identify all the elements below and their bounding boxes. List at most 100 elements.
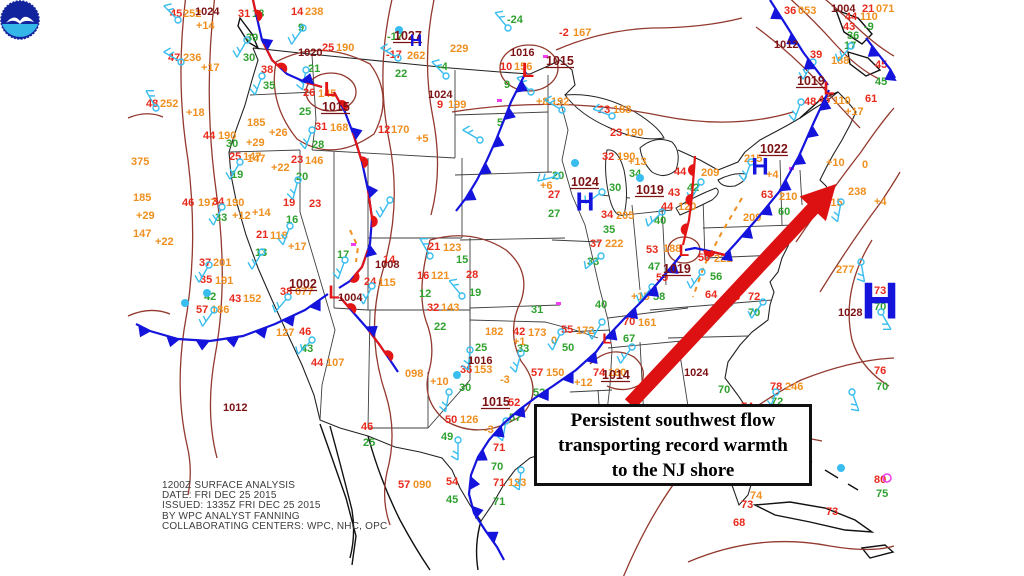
cold-front-glyph xyxy=(605,328,618,341)
cold-front-glyph xyxy=(469,476,481,491)
high-pressure-symbol: H xyxy=(410,31,422,50)
station-value: 73 xyxy=(826,506,838,518)
wind-barb-tick xyxy=(247,262,253,270)
cold-front-glyph xyxy=(867,45,880,57)
cold-front-glyph xyxy=(803,57,816,70)
tropical-mark xyxy=(882,473,892,483)
station-value: 185 xyxy=(133,192,151,204)
station-circle xyxy=(847,42,855,50)
station-value: 277 xyxy=(836,264,854,276)
station-value: 21 xyxy=(862,3,874,15)
station-value: 199 xyxy=(448,99,466,111)
wind-barb-tick xyxy=(332,272,339,280)
pressure-label: 1015 xyxy=(322,100,350,114)
station-value: 45 xyxy=(446,494,458,506)
wind-barb-tick xyxy=(198,318,204,327)
station-value: +17 xyxy=(288,241,307,253)
station-value: 25 xyxy=(229,151,241,163)
pressure-label: 1028 xyxy=(838,307,862,319)
wind-barb-tick xyxy=(202,315,207,322)
station-value: 252 xyxy=(183,8,201,20)
cold-front-glyph xyxy=(562,371,574,384)
wind-barb-tick xyxy=(295,346,299,355)
station-value: 246 xyxy=(785,381,803,393)
cold-front-glyph xyxy=(786,32,799,45)
wind-barb-tick xyxy=(514,479,521,485)
station-value: 172 xyxy=(576,325,594,337)
station-value: 46 xyxy=(299,326,311,338)
wind-barb-tick xyxy=(645,218,649,227)
station-dot xyxy=(203,289,211,297)
station-value: 107 xyxy=(326,357,344,369)
station-value: 071 xyxy=(876,3,894,15)
wind-barb-tick xyxy=(587,332,593,340)
wind-barb-tick xyxy=(509,366,517,373)
wind-barb-tick xyxy=(592,103,600,110)
wind-barb-tick xyxy=(549,99,556,104)
cold-front-glyph xyxy=(779,179,792,192)
station-value: 57 xyxy=(398,479,410,491)
station-circle xyxy=(174,16,182,24)
station-value: 12 xyxy=(378,124,390,136)
wind-barb xyxy=(515,355,521,373)
pressure-label: 1019 xyxy=(663,262,691,276)
station-value: +6 xyxy=(540,180,553,192)
wind-barb-tick xyxy=(616,355,622,364)
pressure-label: 1002 xyxy=(289,277,317,291)
wind-barb xyxy=(297,341,311,355)
station-value: 44 xyxy=(661,201,674,213)
station-circle xyxy=(458,292,466,300)
station-value: 44 xyxy=(674,166,687,178)
pressure-label: 1004 xyxy=(831,3,856,15)
station-value: 0 xyxy=(551,335,557,347)
wind-barb-tick xyxy=(798,72,804,80)
station-circle xyxy=(442,72,450,80)
wind-barb xyxy=(236,42,247,58)
cold-front-glyph xyxy=(537,388,549,401)
wind-barb xyxy=(462,129,478,140)
cold-front-glyph xyxy=(350,127,363,141)
station-circle xyxy=(308,336,316,344)
wind-barb-tick xyxy=(452,450,459,455)
station-value: 252 xyxy=(160,98,178,110)
station-value: 10 xyxy=(500,61,512,73)
wind-barb-tick xyxy=(588,258,591,266)
cold-front-glyph xyxy=(309,299,321,312)
station-value: 40 xyxy=(654,215,666,227)
station-circle xyxy=(608,112,616,120)
wind-barb-tick xyxy=(299,343,303,351)
trough-line xyxy=(692,197,743,298)
station-value: 52 xyxy=(508,397,520,409)
stationary-front-red xyxy=(684,246,726,257)
station-value: +13 xyxy=(628,156,647,168)
station-value: 118 xyxy=(270,230,288,242)
analysis-title: 1200Z SURFACE ANALYSIS xyxy=(162,480,296,491)
station-value: 31 xyxy=(531,304,543,316)
warm-front-glyph xyxy=(338,100,348,112)
station-value: 127 xyxy=(276,327,294,339)
pressure-label: 1015 xyxy=(546,54,574,68)
annotation-line-1: Persistent southwest flow xyxy=(570,409,776,431)
station-value: 17 xyxy=(844,40,856,52)
pressure-label: 1014 xyxy=(602,368,630,382)
cold-front-glyph xyxy=(254,326,268,339)
station-value: 25 xyxy=(475,342,487,354)
wind-barb-tick xyxy=(385,47,392,52)
station-circle xyxy=(797,98,805,106)
station-value: 15 xyxy=(456,254,468,266)
cold-front-glyph xyxy=(365,325,378,338)
low-pressure-symbol: L xyxy=(324,79,336,101)
wind-barb-tick xyxy=(225,172,231,180)
station-circle xyxy=(598,188,606,196)
station-value: 167 xyxy=(573,27,591,39)
station-value: 31 xyxy=(315,121,327,133)
cold-front-glyph xyxy=(646,284,660,297)
station-value: 35 xyxy=(263,80,275,92)
wind-barb-tick xyxy=(856,278,865,283)
wind-barb-tick xyxy=(289,188,295,195)
wind-barb xyxy=(551,334,561,351)
wind-barb xyxy=(379,202,390,218)
station-value: 16 xyxy=(417,270,429,282)
wind-barb-tick xyxy=(449,278,458,282)
